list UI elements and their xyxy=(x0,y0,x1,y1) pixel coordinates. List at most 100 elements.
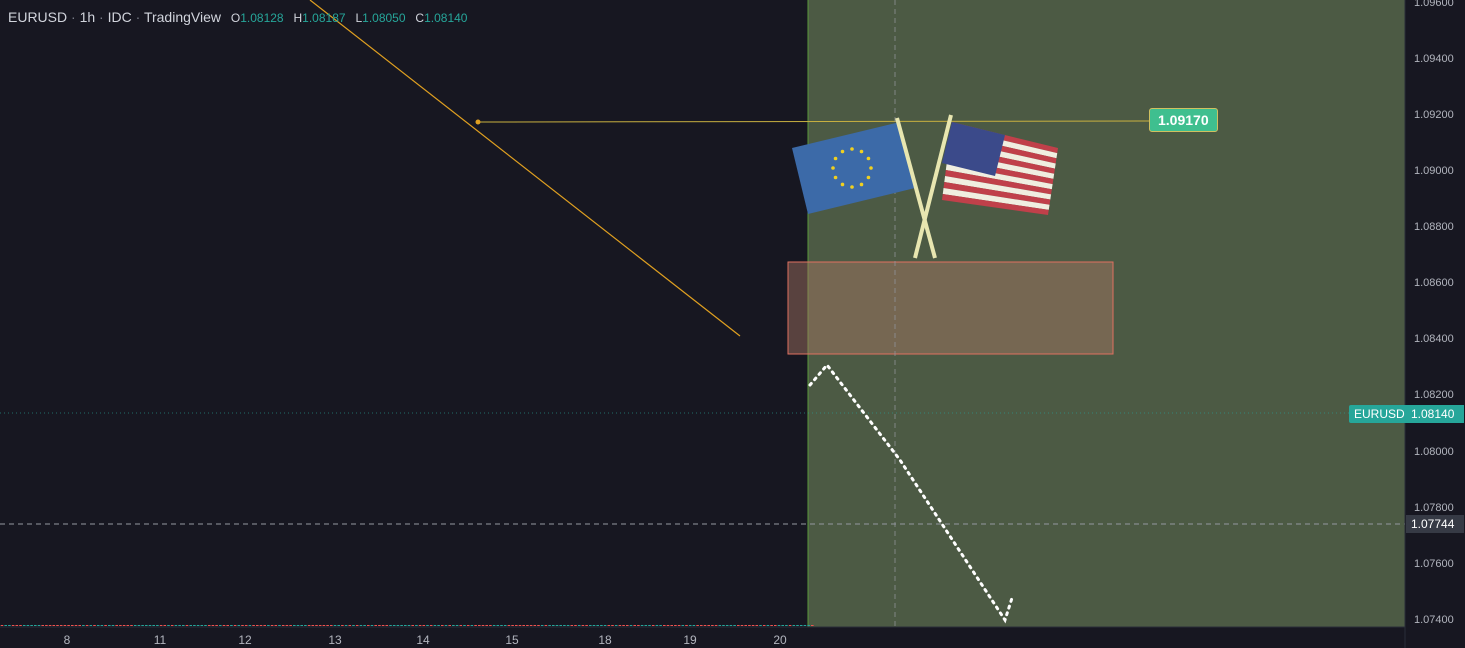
candle-body xyxy=(348,625,352,626)
candle-body xyxy=(45,625,48,626)
candle-body xyxy=(96,625,100,626)
symbol[interactable]: EURUSD xyxy=(8,9,68,25)
candle-body xyxy=(85,625,89,626)
line-anchor[interactable] xyxy=(475,119,481,125)
candle-body xyxy=(770,625,773,626)
candle-body xyxy=(681,625,685,626)
candle-body xyxy=(481,625,485,626)
trend-line[interactable] xyxy=(309,0,741,337)
date-tick: 15 xyxy=(505,633,519,647)
candle-body xyxy=(15,625,19,626)
symbol-legend: EURUSD · 1h · IDC · TradingView O1.08128… xyxy=(8,9,468,25)
candle-body xyxy=(226,625,229,626)
candle-body xyxy=(89,625,93,626)
price-tick: 1.07800 xyxy=(1414,502,1454,514)
candle-body xyxy=(788,625,792,626)
flag-star xyxy=(866,175,871,180)
candles xyxy=(0,625,814,626)
interval[interactable]: 1h xyxy=(79,9,96,25)
highlight-zone xyxy=(808,0,1405,627)
candle-body xyxy=(274,625,278,626)
date-tick: 12 xyxy=(238,633,252,647)
candle-body xyxy=(48,625,52,626)
candle-body xyxy=(577,625,581,626)
candle-body xyxy=(603,625,607,626)
crosshair-price-tag: 1.07744 xyxy=(1406,515,1464,533)
candle-body xyxy=(233,625,237,626)
flag-star xyxy=(859,182,864,187)
candle-body xyxy=(429,625,433,626)
candle-body xyxy=(740,625,744,626)
flag-star xyxy=(866,156,871,161)
price-tick: 1.09000 xyxy=(1414,165,1454,177)
candle-body xyxy=(315,625,318,626)
candle-body xyxy=(533,625,537,626)
candle-body xyxy=(799,625,803,626)
flag-star xyxy=(869,166,873,170)
candle-body xyxy=(145,625,148,626)
candle-body xyxy=(803,625,807,626)
candle-body xyxy=(807,625,810,626)
candle-body xyxy=(659,625,662,626)
candle-body xyxy=(507,625,511,626)
candle-body xyxy=(200,625,204,626)
candle-body xyxy=(729,625,733,626)
candle-body xyxy=(570,625,574,626)
candle-body xyxy=(470,625,474,626)
date-tick: 14 xyxy=(416,633,430,647)
candle-body xyxy=(126,625,130,626)
price-tick: 1.08800 xyxy=(1414,221,1454,233)
candle-body xyxy=(267,625,270,626)
candle-body xyxy=(566,625,570,626)
candle-body xyxy=(130,625,133,626)
candle-body xyxy=(344,625,348,626)
candle-body xyxy=(300,625,303,626)
candle-body xyxy=(370,625,374,626)
exchange: IDC xyxy=(107,9,132,25)
candle-body xyxy=(185,625,189,626)
candle-body xyxy=(71,625,74,626)
horizontal-line[interactable] xyxy=(477,120,1151,123)
candle-body xyxy=(781,625,784,626)
price-tick: 1.09400 xyxy=(1414,53,1454,65)
candle-body xyxy=(281,625,285,626)
candle-body xyxy=(711,625,714,626)
candle-body xyxy=(448,625,451,626)
candle-body xyxy=(230,625,233,626)
candle-body xyxy=(589,625,592,626)
candle-body xyxy=(796,625,799,626)
candle-body xyxy=(34,625,37,626)
flag-star xyxy=(840,149,845,154)
flag-star xyxy=(859,149,864,154)
candle-body xyxy=(392,625,396,626)
flag-star xyxy=(850,147,854,151)
candle-body xyxy=(455,625,459,626)
candle-body xyxy=(170,625,174,626)
candle-body xyxy=(178,625,181,626)
candle-body xyxy=(500,625,503,626)
date-tick: 19 xyxy=(683,633,697,647)
candle-body xyxy=(407,625,411,626)
candle-body xyxy=(655,625,659,626)
candle-body xyxy=(100,625,104,626)
candle-body xyxy=(289,625,292,626)
candle-body xyxy=(211,625,215,626)
target-price-label: 1.09170 xyxy=(1149,108,1218,132)
candle-body xyxy=(511,625,514,626)
candle-body xyxy=(529,625,533,626)
date-tick: 18 xyxy=(598,633,612,647)
price-tick: 1.07600 xyxy=(1414,558,1454,570)
candle-body xyxy=(259,625,263,626)
candle-body xyxy=(437,625,440,626)
candle-body xyxy=(256,625,259,626)
candle-body xyxy=(441,625,444,626)
candle-body xyxy=(515,625,518,626)
candle-body xyxy=(67,625,70,626)
candle-body xyxy=(692,625,696,626)
candle-body xyxy=(766,625,770,626)
candle-body xyxy=(596,625,599,626)
open-value: 1.08128 xyxy=(240,11,284,25)
candle-body xyxy=(696,625,699,626)
